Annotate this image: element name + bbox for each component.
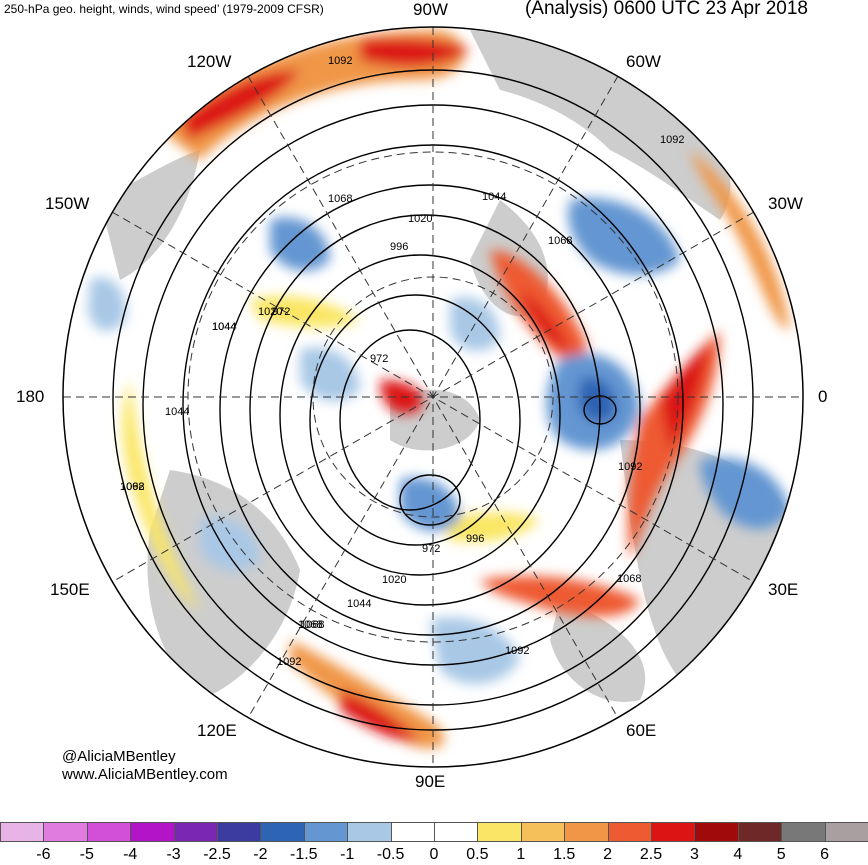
colorbar-label: 0 xyxy=(429,846,439,863)
colorbar-swatch xyxy=(520,822,566,842)
colorbar-swatch xyxy=(130,822,175,842)
colorbar-label: -3 xyxy=(166,846,181,863)
colorbar-swatch xyxy=(303,822,349,842)
colorbar-swatch xyxy=(173,822,218,842)
colorbar-swatch xyxy=(781,822,826,842)
contour-label: 972 xyxy=(272,306,290,318)
lon-label-120w: 120W xyxy=(187,52,232,71)
contour-label: 1020 xyxy=(408,213,432,225)
colorbar-label: 4 xyxy=(733,846,743,863)
map-title: 250-hPa geo. height, winds, wind speed’ … xyxy=(4,2,324,16)
colorbar-label: -4 xyxy=(123,846,138,863)
graticule xyxy=(63,27,803,767)
colorbar-swatch xyxy=(217,822,262,842)
contour-label: 972 xyxy=(422,543,440,555)
colorbar-label: 1 xyxy=(516,846,526,863)
contour-label: 1068 xyxy=(120,481,144,493)
colorbar-swatch xyxy=(564,822,609,842)
contour-label: 1068 xyxy=(298,619,322,631)
lon-label-60e: 60E xyxy=(626,721,657,740)
contour-label: 1092 xyxy=(618,461,642,473)
contour-label: 1068 xyxy=(300,619,324,631)
colorbar-label: -2.5 xyxy=(203,846,231,863)
colorbar-swatch xyxy=(694,822,739,842)
colorbar-label: 2.5 xyxy=(639,846,663,863)
contour-label: 1044 xyxy=(212,321,236,333)
contour-label: 1068 xyxy=(328,193,352,205)
contour-label: 1092 xyxy=(505,645,529,657)
colorbar-label: 1.5 xyxy=(553,846,576,863)
lon-label-150e: 150E xyxy=(50,580,90,599)
colorbar-swatch xyxy=(86,822,132,842)
lon-label-90e: 90E xyxy=(415,772,446,791)
contour-label: 1044 xyxy=(165,406,189,418)
colorbar-swatch xyxy=(651,822,696,842)
contour-label: 1092 xyxy=(660,134,684,146)
contour-label: 1020 xyxy=(258,306,282,318)
lon-label-60w: 60W xyxy=(626,52,661,71)
colorbar-swatch xyxy=(43,822,88,842)
lon-label-0: 0 xyxy=(818,387,828,406)
colorbar-swatch xyxy=(347,822,392,842)
credit-website: www.AliciaMBentley.com xyxy=(62,766,228,783)
colorbar-label: -1 xyxy=(340,846,355,863)
colorbar-swatch xyxy=(260,822,305,842)
colorbar-swatch xyxy=(0,822,45,842)
contour-label: 1044 xyxy=(347,598,371,610)
contour-label: 1044 xyxy=(482,191,506,203)
contour-label: 1092 xyxy=(120,481,144,493)
contour-label: 972 xyxy=(370,353,388,365)
colorbar-swatch xyxy=(390,822,435,842)
colorbar-label: 0.5 xyxy=(466,846,489,863)
lon-label-30w: 30W xyxy=(768,194,803,213)
lon-label-30e: 30E xyxy=(768,580,799,599)
contour-label: 1044 xyxy=(212,321,236,333)
analysis-time-title: (Analysis) 0600 UTC 23 Apr 2018 xyxy=(524,0,808,19)
colorbar-label: -2 xyxy=(253,846,268,863)
lon-label-120e: 120E xyxy=(197,721,237,740)
lon-label-150w: 150W xyxy=(45,194,90,213)
contour-label: 1092 xyxy=(277,656,301,668)
credit-handle: @AliciaMBentley xyxy=(62,748,176,765)
contour-label: 1068 xyxy=(617,573,641,585)
colorbar-swatch xyxy=(737,822,783,842)
lon-label-180: 180 xyxy=(16,387,45,406)
colorbar-label: -6 xyxy=(36,846,51,863)
colorbar-label: -0.5 xyxy=(376,846,405,863)
colorbar-swatch xyxy=(477,822,522,842)
contour-label: 1068 xyxy=(548,235,572,247)
colorbar-label: -1.5 xyxy=(290,846,318,863)
colorbar-label: 5 xyxy=(776,846,786,863)
colorbar-label: 3 xyxy=(689,846,699,863)
contour-label: 1020 xyxy=(382,574,406,586)
colorbar-label: 6 xyxy=(820,846,830,863)
colorbar: -6 -5 -4 -3 -2.5 -2 -1.5 -1 -0.5 0 0.5 1 1.5 2 2.5 3 4 5 6 xyxy=(0,822,868,865)
contour-label: 1092 xyxy=(328,55,352,67)
contour-label-group: 1092 1068 1044 1020 996 972 1068 1092 10… xyxy=(120,55,684,668)
contour-label: 996 xyxy=(466,533,484,545)
colorbar-label: 2 xyxy=(603,846,613,863)
lon-label-90w: 90W xyxy=(413,0,448,19)
polar-map: 1092 1068 1044 1020 996 972 1068 1092 10… xyxy=(62,26,804,768)
colorbar-swatch xyxy=(824,822,868,842)
colorbar-swatch xyxy=(434,822,479,842)
colorbar-swatch xyxy=(607,822,652,842)
map-boundary xyxy=(62,26,804,768)
colorbar-label: -5 xyxy=(79,846,94,863)
contour-label: 996 xyxy=(390,241,408,253)
